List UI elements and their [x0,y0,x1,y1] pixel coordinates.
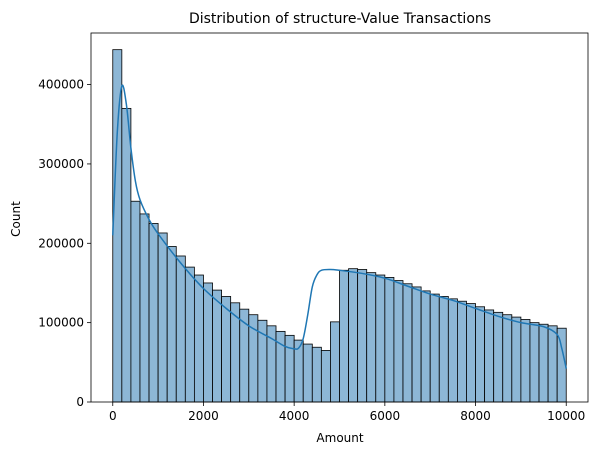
x-axis-label: Amount [316,431,363,445]
histogram-bar [393,280,404,403]
histogram-bar [148,223,159,403]
histogram-bar [112,49,123,403]
x-tick-label: 2000 [188,409,219,423]
x-tick-label: 10000 [547,409,585,423]
histogram-bar [166,246,177,403]
histogram-bar [366,272,377,403]
chart-title: Distribution of structure-Value Transact… [189,11,491,27]
axes-frame [90,32,589,403]
histogram-bar [484,309,495,403]
histogram-bar [493,311,504,403]
histogram-bar [320,350,331,403]
x-axis-ticks: 0 2000 4000 6000 8000 10000 [109,402,585,423]
kde-curve [112,84,567,369]
histogram-bar [447,298,458,403]
histogram-bar [466,303,476,403]
bars-group [112,49,567,403]
histogram-bar [475,306,486,403]
histogram-bar [311,346,322,403]
histogram-bar [420,290,431,403]
histogram-bar [384,277,395,403]
histogram-bar [457,300,467,403]
histogram-bar [284,334,295,403]
histogram-bar [157,232,168,403]
x-tick-label: 0 [109,409,117,423]
y-axis-label: Count [9,201,23,237]
histogram-bar [302,343,313,403]
histogram-bar [203,282,213,403]
histogram-bar [502,314,513,403]
histogram-bar [511,316,522,403]
histogram-bar [348,268,359,403]
histogram-bar [357,269,368,403]
x-tick-label: 4000 [279,409,310,423]
histogram-bar [538,323,549,403]
x-tick-label: 6000 [370,409,401,423]
y-tick-label: 100000 [38,316,84,330]
histogram-bar [547,325,558,403]
y-tick-label: 300000 [38,157,84,171]
histogram-bar [175,255,186,403]
histogram-bar [339,269,349,403]
histogram-bar [221,296,232,403]
histogram-bar [520,319,531,403]
histogram-bar [212,289,222,403]
histogram-bar [529,322,540,403]
histogram-bar [121,107,132,403]
y-tick-label: 200000 [38,236,84,250]
histogram-bar [330,321,340,403]
histogram-bar [130,200,141,403]
histogram-bar [438,296,449,403]
histogram-bar [429,293,440,403]
y-axis-ticks: 0 100000 200000 300000 400000 [38,78,91,409]
histogram-bar [184,266,195,403]
y-tick-label: 400000 [38,78,84,92]
x-tick-label: 8000 [460,409,491,423]
histogram-bar [402,283,413,403]
y-tick-label: 0 [76,395,84,409]
histogram-bar [375,274,386,403]
histogram-bar [139,213,150,403]
histogram-bar [193,274,204,403]
histogram-bar [411,286,422,403]
